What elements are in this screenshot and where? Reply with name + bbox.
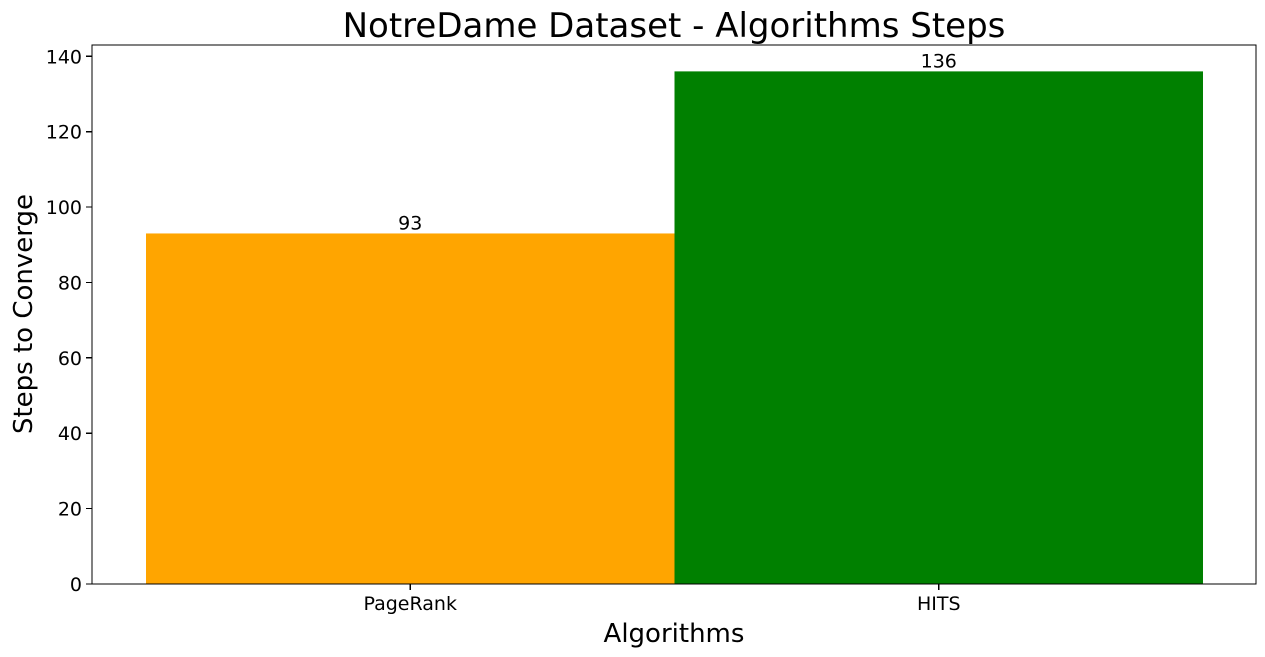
y-axis-title: Steps to Converge [9,194,39,434]
bar-hits [674,71,1203,584]
bar-pagerank [146,233,675,584]
y-tick-label: 20 [58,499,82,521]
value-label-hits: 136 [921,50,957,72]
value-label-pagerank: 93 [398,212,422,234]
x-tick-label: HITS [917,593,961,615]
y-tick-label: 100 [46,197,82,219]
y-axis: 0 20 40 60 80 100 120 140 [46,46,92,596]
y-tick-label: 60 [58,348,82,370]
y-tick-label: 80 [58,272,82,294]
value-labels-layer: 93 136 [398,50,957,234]
y-tick-label: 140 [46,46,82,68]
y-tick-label: 0 [70,574,82,596]
y-tick-label: 120 [46,122,82,144]
x-axis-title: Algorithms [604,619,745,649]
x-axis: PageRank HITS [364,584,961,615]
bars-layer [146,71,1203,584]
x-tick-label: PageRank [364,593,457,615]
plot-frame [91,44,1257,585]
chart-title: NotreDame Dataset - Algorithms Steps [343,6,1006,46]
y-tick-label: 40 [58,423,82,445]
